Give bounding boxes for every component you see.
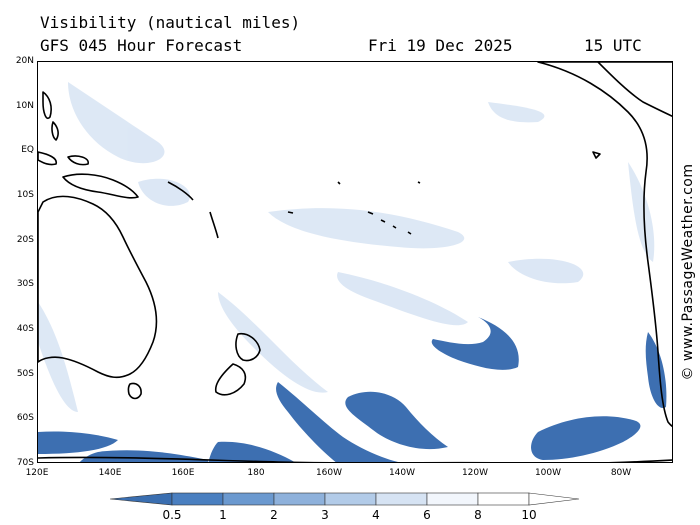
legend-arrow-low	[110, 492, 173, 506]
legend-swatch	[171, 492, 224, 506]
longitude-label: 140W	[388, 468, 416, 478]
latitude-label: 60S	[16, 413, 34, 424]
latitude-label: 40S	[16, 324, 34, 334]
longitude-label: 180	[247, 468, 265, 478]
legend-swatch	[375, 492, 428, 506]
fog-patches-dense	[38, 317, 667, 462]
legend-swatch	[222, 492, 275, 506]
latitude-label: 50S	[16, 368, 34, 379]
latitude-label: 10S	[16, 190, 34, 200]
tasmania-outline	[127, 382, 142, 400]
longitude-label: 100W	[534, 468, 562, 478]
longitude-label: 160E	[171, 468, 195, 478]
legend-label: 0.5	[162, 508, 182, 522]
legend-label: 1	[219, 508, 227, 522]
longitude-label: 120E	[25, 468, 49, 478]
latitude-label: 70S	[16, 458, 34, 468]
australia-outline	[38, 195, 158, 379]
map-title: Visibility (nautical miles)	[40, 13, 301, 32]
longitude-label: 120W	[461, 468, 489, 478]
visibility-map	[38, 62, 672, 462]
forecast-date: Fri 19 Dec 2025	[368, 36, 513, 55]
legend-swatch	[477, 492, 530, 506]
latitude-label: 30S	[16, 279, 34, 290]
latitude-label: 20N	[15, 56, 34, 66]
legend-label: 2	[270, 508, 278, 522]
legend-label: 10	[521, 508, 537, 522]
forecast-label: GFS 045 Hour Forecast	[40, 36, 243, 55]
legend-label: 4	[372, 508, 380, 522]
latitude-label: 20S	[16, 234, 34, 245]
legend-label: 8	[474, 508, 482, 522]
new-zealand-outline	[235, 332, 261, 362]
coastlines	[38, 62, 672, 462]
longitude-label: 80W	[610, 468, 632, 478]
south-america-outline	[537, 62, 672, 428]
legend-arrow-high	[528, 492, 580, 506]
longitude-label: 140E	[98, 468, 122, 478]
watermark: © www.PassageWeather.com	[680, 163, 696, 381]
latitude-label: EQ	[21, 145, 34, 156]
new-guinea-outline	[62, 173, 139, 199]
latitude-label: 10N	[15, 100, 34, 111]
longitude-label: 160W	[315, 468, 343, 478]
legend-label: 6	[423, 508, 431, 522]
forecast-time: 15 UTC	[584, 36, 642, 55]
legend-colorbar	[110, 492, 580, 506]
fog-patches-light	[38, 82, 655, 412]
map-panel	[37, 61, 673, 463]
legend-swatch	[426, 492, 479, 506]
legend-swatch	[324, 492, 377, 506]
legend-swatch	[273, 492, 326, 506]
legend-label: 3	[321, 508, 329, 522]
